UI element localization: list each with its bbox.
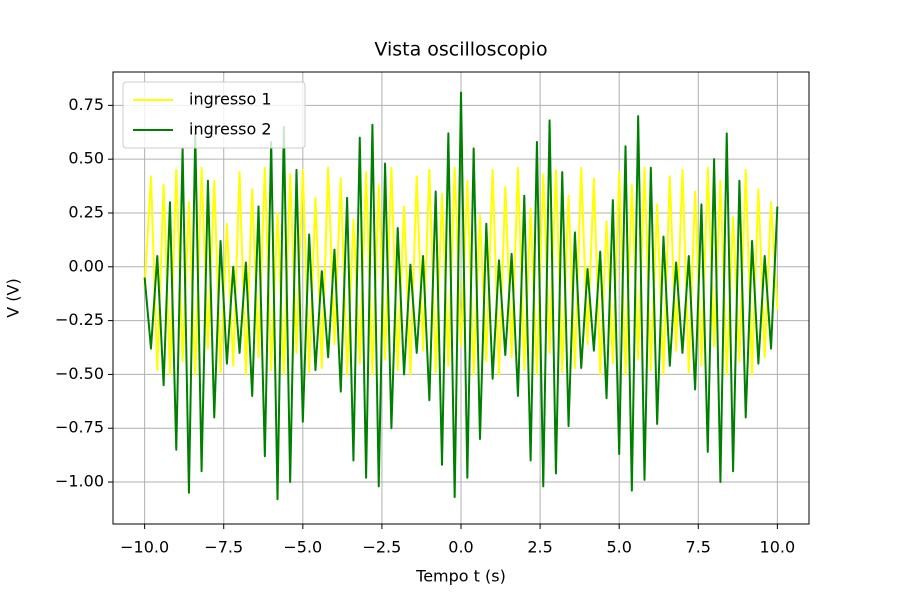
series-line [143,91,779,501]
series-line [143,166,779,376]
x-tick-label: 2.5 [527,538,552,557]
x-tick-label: 10.0 [760,538,796,557]
y-tick-label: −0.50 [55,364,104,383]
y-axis-label: V (V) [4,278,23,317]
legend-box [122,81,306,149]
y-tick-label: 0.25 [68,202,104,221]
x-tick-label: −7.5 [204,538,243,557]
x-tick-label: 0.0 [448,538,473,557]
x-tick-label: −10.0 [120,538,169,557]
plot-frame [112,71,810,525]
legend: ingresso 1 ingresso 2 [122,81,306,149]
y-tick-label: 0.50 [68,149,104,168]
y-tick-label: −0.75 [55,418,104,437]
legend-label: ingresso 2 [189,120,272,139]
y-tick-label: 0.00 [68,256,104,275]
x-tick-label: 5.0 [606,538,631,557]
y-tick-label: −0.25 [55,310,104,329]
x-tick-label: −5.0 [283,538,322,557]
legend-label: ingresso 1 [189,90,272,109]
y-tick-label: 0.75 [68,95,104,114]
x-axis-label: Tempo t (s) [415,567,506,586]
y-tick-label: −1.00 [55,472,104,491]
x-tick-label: 7.5 [686,538,711,557]
x-tick-label: −2.5 [362,538,401,557]
chart-title: Vista oscilloscopio [374,39,547,61]
